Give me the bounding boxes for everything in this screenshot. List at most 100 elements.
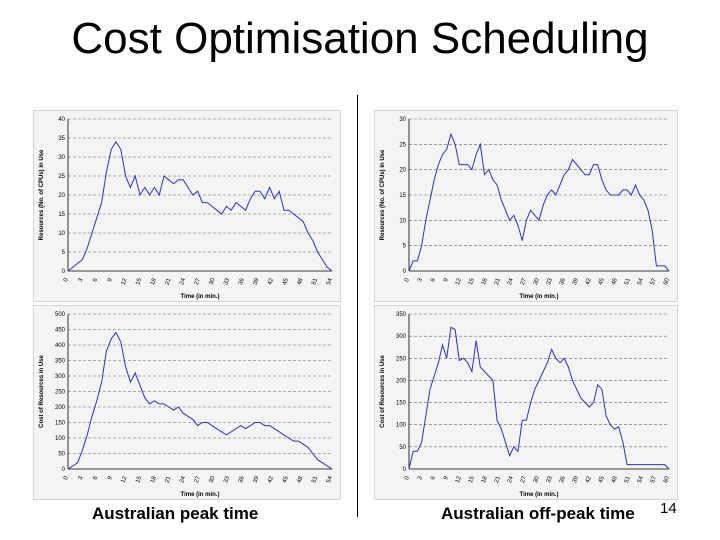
x-axis-label: Time (in min.)	[520, 492, 559, 498]
chart-peak-cost: 0 50 100 150 200 250 300 350 400 450 500 0 3 6 9 12 15 18…	[33, 305, 341, 500]
series-line	[67, 140, 333, 272]
x-tick-label: 15	[135, 277, 143, 286]
x-tick-label: 27	[520, 277, 528, 286]
x-tick-label: 21	[494, 277, 502, 286]
y-tick-label: 350	[55, 359, 66, 365]
x-tick-label: 60	[663, 475, 671, 484]
y-tick-label: 50	[399, 445, 406, 451]
y-tick-label: 200	[396, 378, 407, 384]
x-tick-label: 42	[585, 475, 593, 484]
y-tick-label: 350	[396, 312, 407, 318]
x-axis-label: Time (in min.)	[181, 492, 220, 498]
y-axis-label: Cost of Resources in Use	[39, 354, 45, 427]
x-tick-label: 45	[282, 277, 290, 286]
x-tick-label: 48	[297, 277, 305, 286]
y-tick-label: 10	[399, 218, 406, 224]
x-tick-label: 51	[311, 277, 319, 286]
x-tick-label: 54	[326, 277, 334, 286]
x-tick-label: 12	[455, 475, 463, 484]
chart-offpeak-cpus: 0 5 10 15 20 25 30 0 3 6 9 12 15 18 21 24 27 30 33 36 39 42 45…	[374, 110, 678, 302]
x-tick-label: 30	[533, 475, 541, 484]
y-tick-label: 250	[55, 390, 66, 396]
x-tick-label: 42	[267, 475, 275, 484]
x-tick-label: 36	[559, 475, 567, 484]
x-tick-label: 15	[468, 475, 476, 484]
x-tick-label: 3	[417, 277, 424, 283]
x-tick-label: 3	[78, 277, 85, 283]
x-tick-label: 12	[121, 475, 129, 484]
y-tick-label: 30	[58, 155, 65, 161]
x-tick-label: 45	[598, 277, 606, 286]
x-tick-label: 54	[637, 475, 645, 484]
x-tick-label: 9	[107, 475, 114, 481]
x-tick-label: 33	[546, 277, 554, 286]
series-line	[67, 331, 333, 470]
x-tick-label: 51	[311, 475, 319, 484]
series-line	[408, 132, 670, 272]
y-tick-label: 10	[58, 231, 65, 237]
x-tick-label: 36	[559, 277, 567, 286]
x-tick-label: 18	[150, 475, 158, 484]
x-tick-label: 6	[430, 277, 437, 283]
x-tick-label: 6	[92, 277, 99, 283]
x-tick-label: 45	[598, 475, 606, 484]
x-tick-label: 54	[326, 475, 334, 484]
y-tick-label: 20	[399, 168, 406, 174]
slide-title: Cost Optimisation Scheduling	[71, 14, 649, 63]
x-tick-label: 15	[468, 277, 476, 286]
x-tick-label: 12	[455, 277, 463, 286]
x-tick-label: 39	[572, 475, 580, 484]
y-tick-label: 300	[55, 374, 66, 380]
y-tick-label: 5	[403, 244, 407, 250]
x-tick-label: 54	[637, 277, 645, 286]
y-tick-label: 20	[58, 193, 65, 199]
x-tick-label: 24	[179, 475, 187, 484]
page-number: 14	[660, 500, 677, 517]
x-tick-label: 24	[507, 475, 515, 484]
x-tick-label: 21	[494, 475, 502, 484]
x-tick-label: 24	[507, 277, 515, 286]
x-tick-label: 48	[297, 475, 305, 484]
y-axis-label: Resources (No. of CPUs) in Use	[39, 149, 45, 240]
x-tick-label: 9	[443, 475, 450, 481]
y-tick-label: 450	[55, 328, 66, 334]
y-tick-label: 15	[58, 212, 65, 218]
y-tick-label: 0	[403, 269, 407, 275]
x-tick-label: 60	[663, 277, 671, 286]
x-tick-label: 0	[404, 475, 411, 481]
x-tick-label: 12	[121, 277, 129, 286]
y-tick-label: 40	[58, 117, 65, 123]
y-tick-label: 250	[396, 356, 407, 362]
y-tick-label: 150	[396, 401, 407, 407]
x-tick-label: 0	[404, 277, 411, 283]
x-tick-label: 0	[63, 277, 70, 283]
caption-peak: Australian peak time	[92, 504, 259, 523]
y-tick-label: 5	[62, 250, 66, 256]
y-tick-label: 400	[55, 343, 66, 349]
chart-offpeak-cost: 0 50 100 150 200 250 300 350 0 3 6 9 12 15 18 21 24 27 30 3…	[374, 305, 678, 500]
x-tick-label: 36	[238, 277, 246, 286]
x-axis-label: Time (in min.)	[520, 294, 559, 300]
y-tick-label: 50	[58, 452, 65, 458]
x-tick-label: 6	[430, 475, 437, 481]
y-tick-label: 0	[62, 269, 66, 275]
x-tick-label: 27	[520, 475, 528, 484]
x-tick-label: 18	[481, 475, 489, 484]
x-tick-label: 57	[650, 475, 658, 484]
chart-peak-cpus: 0 5 10 15 20 25 30 35 40 0 3 6 9 12 15 18 21 24 27 30 33 36 39…	[33, 110, 341, 302]
y-tick-label: 15	[399, 193, 406, 199]
x-tick-label: 3	[417, 475, 424, 481]
y-tick-label: 150	[55, 421, 66, 427]
series-line	[408, 326, 670, 470]
y-tick-label: 0	[403, 467, 407, 473]
x-tick-label: 39	[253, 475, 261, 484]
x-tick-label: 33	[223, 277, 231, 286]
x-tick-label: 39	[253, 277, 261, 286]
x-tick-label: 30	[209, 475, 217, 484]
x-tick-label: 33	[546, 475, 554, 484]
x-tick-label: 9	[443, 277, 450, 283]
